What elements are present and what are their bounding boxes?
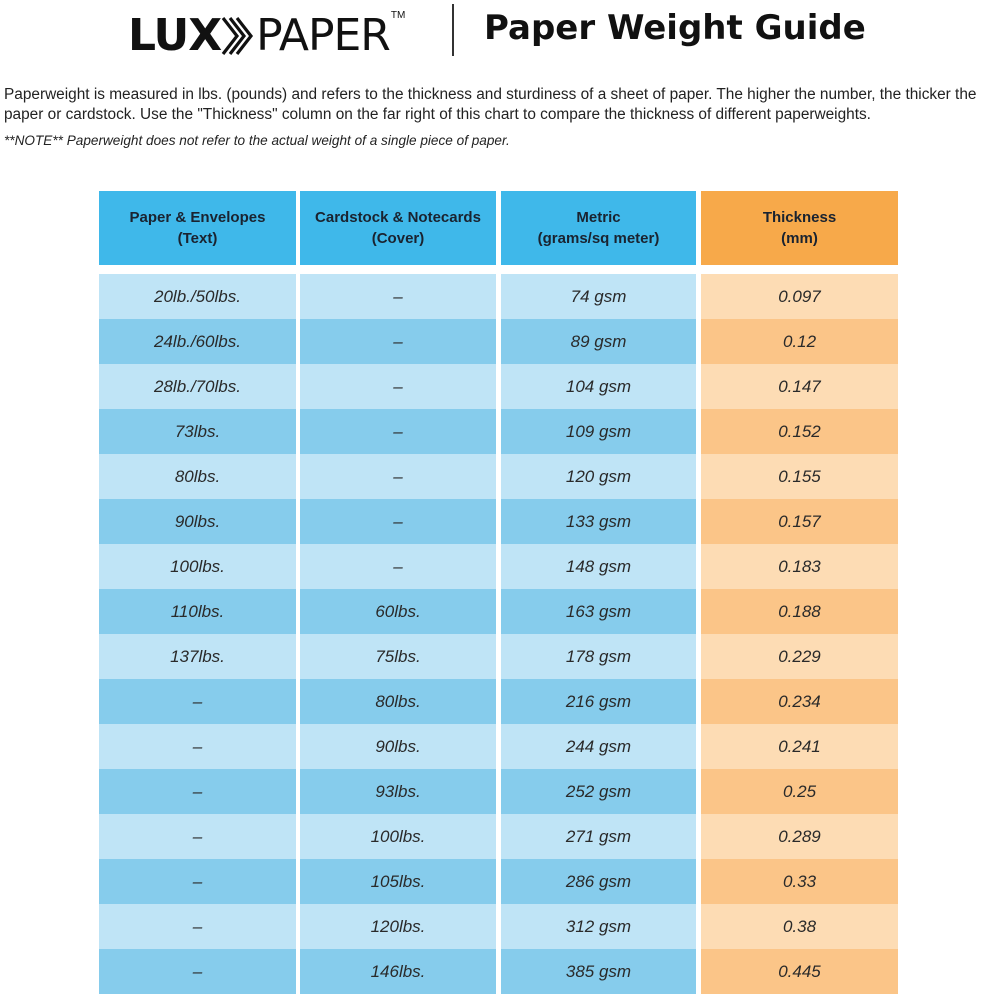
cell-thickness: 0.25 bbox=[701, 769, 898, 814]
cell-cover-weight: 80lbs. bbox=[300, 679, 496, 724]
cell-cover-weight: 75lbs. bbox=[300, 634, 496, 679]
table-row: 110lbs. 60lbs. 163 gsm 0.188 bbox=[99, 589, 898, 634]
paper-weight-table: Paper & Envelopes (Text) Cardstock & Not… bbox=[99, 191, 898, 994]
cell-cover-weight: 93lbs. bbox=[300, 769, 496, 814]
table-row: –90lbs. 244 gsm 0.241 bbox=[99, 724, 898, 769]
table-body: 20lb./50lbs. –74 gsm 0.097 24lb./60lbs. –89 … bbox=[99, 274, 898, 994]
cell-metric: 178 gsm bbox=[501, 634, 696, 679]
note-text: **NOTE** Paperweight does not refer to t… bbox=[4, 133, 510, 148]
cell-thickness: 0.289 bbox=[701, 814, 898, 859]
table-row: 90lbs. –133 gsm 0.157 bbox=[99, 499, 898, 544]
logo-trademark: TM bbox=[390, 10, 406, 21]
cell-thickness: 0.234 bbox=[701, 679, 898, 724]
cell-text-weight: – bbox=[99, 724, 296, 769]
cell-thickness: 0.097 bbox=[701, 274, 898, 319]
cell-thickness: 0.157 bbox=[701, 499, 898, 544]
cell-text-weight: – bbox=[99, 949, 296, 994]
table-row: 73lbs. –109 gsm 0.152 bbox=[99, 409, 898, 454]
cell-text-weight: 100lbs. bbox=[99, 544, 296, 589]
table-row: –105lbs. 286 gsm 0.33 bbox=[99, 859, 898, 904]
cell-text-weight: 90lbs. bbox=[99, 499, 296, 544]
cell-text-weight: 110lbs. bbox=[99, 589, 296, 634]
table-row: 20lb./50lbs. –74 gsm 0.097 bbox=[99, 274, 898, 319]
cell-metric: 120 gsm bbox=[501, 454, 696, 499]
cell-metric: 216 gsm bbox=[501, 679, 696, 724]
header-metric: Metric (grams/sq meter) bbox=[501, 191, 696, 265]
cell-thickness: 0.12 bbox=[701, 319, 898, 364]
cell-thickness: 0.147 bbox=[701, 364, 898, 409]
cell-metric: 312 gsm bbox=[501, 904, 696, 949]
table-row: –100lbs. 271 gsm 0.289 bbox=[99, 814, 898, 859]
cell-thickness: 0.445 bbox=[701, 949, 898, 994]
cell-cover-weight: – bbox=[300, 274, 496, 319]
cell-cover-weight: 146lbs. bbox=[300, 949, 496, 994]
cell-metric: 104 gsm bbox=[501, 364, 696, 409]
cell-metric: 89 gsm bbox=[501, 319, 696, 364]
cell-thickness: 0.241 bbox=[701, 724, 898, 769]
logo-chevrons-icon bbox=[221, 17, 254, 55]
table-row: 80lbs. –120 gsm 0.155 bbox=[99, 454, 898, 499]
cell-text-weight: – bbox=[99, 859, 296, 904]
cell-cover-weight: – bbox=[300, 409, 496, 454]
cell-text-weight: – bbox=[99, 814, 296, 859]
cell-thickness: 0.155 bbox=[701, 454, 898, 499]
table-row: 24lb./60lbs. –89 gsm 0.12 bbox=[99, 319, 898, 364]
cell-cover-weight: – bbox=[300, 499, 496, 544]
cell-cover-weight: – bbox=[300, 319, 496, 364]
cell-thickness: 0.33 bbox=[701, 859, 898, 904]
cell-metric: 133 gsm bbox=[501, 499, 696, 544]
logo-lux-text: LUX bbox=[128, 10, 222, 61]
cell-text-weight: 137lbs. bbox=[99, 634, 296, 679]
table-row: 100lbs. –148 gsm 0.183 bbox=[99, 544, 898, 589]
cell-metric: 286 gsm bbox=[501, 859, 696, 904]
header-cardstock-notecards: Cardstock & Notecards (Cover) bbox=[300, 191, 496, 265]
header-thickness: Thickness (mm) bbox=[701, 191, 898, 265]
cell-cover-weight: – bbox=[300, 544, 496, 589]
table-header-row: Paper & Envelopes (Text) Cardstock & Not… bbox=[99, 191, 898, 265]
cell-text-weight: – bbox=[99, 904, 296, 949]
cell-cover-weight: – bbox=[300, 454, 496, 499]
cell-cover-weight: 60lbs. bbox=[300, 589, 496, 634]
cell-text-weight: 20lb./50lbs. bbox=[99, 274, 296, 319]
cell-cover-weight: 120lbs. bbox=[300, 904, 496, 949]
table-row: 28lb./70lbs. –104 gsm 0.147 bbox=[99, 364, 898, 409]
cell-metric: 244 gsm bbox=[501, 724, 696, 769]
page-title: Paper Weight Guide bbox=[484, 8, 866, 48]
page-header: LUX PAPER TM Paper Weight Guide bbox=[0, 0, 989, 62]
table-row: –146lbs. 385 gsm 0.445 bbox=[99, 949, 898, 994]
cell-metric: 271 gsm bbox=[501, 814, 696, 859]
cell-metric: 163 gsm bbox=[501, 589, 696, 634]
table-row: –93lbs. 252 gsm 0.25 bbox=[99, 769, 898, 814]
header-paper-envelopes: Paper & Envelopes (Text) bbox=[99, 191, 296, 265]
table-row: –120lbs. 312 gsm 0.38 bbox=[99, 904, 898, 949]
cell-thickness: 0.183 bbox=[701, 544, 898, 589]
cell-text-weight: – bbox=[99, 769, 296, 814]
cell-thickness: 0.188 bbox=[701, 589, 898, 634]
header-divider bbox=[452, 4, 454, 56]
cell-text-weight: – bbox=[99, 679, 296, 724]
cell-thickness: 0.38 bbox=[701, 904, 898, 949]
cell-cover-weight: 100lbs. bbox=[300, 814, 496, 859]
cell-metric: 385 gsm bbox=[501, 949, 696, 994]
cell-cover-weight: 105lbs. bbox=[300, 859, 496, 904]
table-row: 137lbs. 75lbs. 178 gsm 0.229 bbox=[99, 634, 898, 679]
table-row: –80lbs. 216 gsm 0.234 bbox=[99, 679, 898, 724]
cell-text-weight: 24lb./60lbs. bbox=[99, 319, 296, 364]
cell-metric: 252 gsm bbox=[501, 769, 696, 814]
cell-cover-weight: – bbox=[300, 364, 496, 409]
logo-paper-text: PAPER bbox=[256, 10, 391, 61]
luxpaper-logo: LUX PAPER TM bbox=[128, 4, 405, 58]
cell-metric: 148 gsm bbox=[501, 544, 696, 589]
cell-text-weight: 73lbs. bbox=[99, 409, 296, 454]
cell-text-weight: 28lb./70lbs. bbox=[99, 364, 296, 409]
cell-text-weight: 80lbs. bbox=[99, 454, 296, 499]
cell-thickness: 0.229 bbox=[701, 634, 898, 679]
cell-thickness: 0.152 bbox=[701, 409, 898, 454]
cell-metric: 74 gsm bbox=[501, 274, 696, 319]
cell-metric: 109 gsm bbox=[501, 409, 696, 454]
cell-cover-weight: 90lbs. bbox=[300, 724, 496, 769]
intro-paragraph: Paperweight is measured in lbs. (pounds)… bbox=[4, 86, 977, 123]
